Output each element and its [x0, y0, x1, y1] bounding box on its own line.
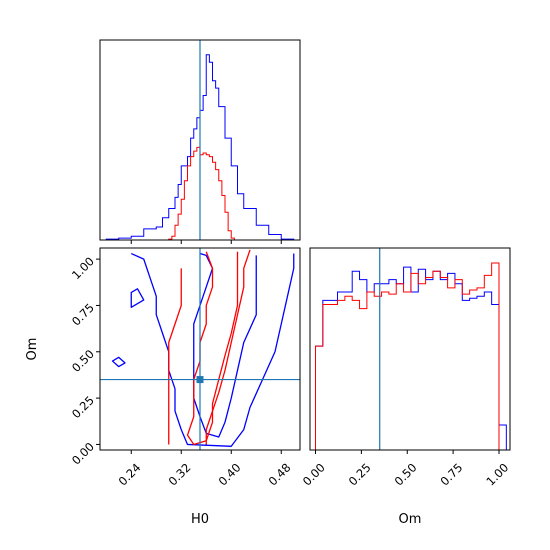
contour-blue-line-3 — [111, 356, 126, 368]
contour-blue-line-2 — [130, 288, 145, 308]
contour-x-tick-label: 0.40 — [216, 460, 244, 488]
hist-om-blue-series — [315, 266, 507, 450]
contour-blue-line-1 — [130, 252, 295, 447]
y-axis-label-om: Om — [25, 338, 40, 361]
contour-x-tick-label: 0.32 — [166, 460, 194, 488]
hist-om-x-tick-label: 1.00 — [483, 460, 511, 488]
contour-y-tick-label: 0.00 — [69, 439, 97, 467]
x-axis-label-h0: H0 — [191, 512, 209, 527]
contour-blue-line-0 — [193, 252, 257, 438]
hist-om-red-series — [315, 262, 500, 450]
contour-red-line-0 — [186, 251, 239, 446]
contour-red-line-1 — [168, 268, 182, 445]
hist-om-x-tick-label: 0.25 — [346, 460, 374, 488]
hist-h0-frame — [99, 39, 301, 241]
hist-om-frame — [309, 247, 511, 451]
contour-red-line-2 — [205, 249, 251, 445]
contour-x-tick-label: 0.48 — [266, 460, 294, 488]
hist-om-panel: 0.00 0.25 0.50 0.75 1.00 Om — [300, 247, 511, 527]
x-axis-label-om: Om — [399, 512, 422, 527]
truth-marker — [196, 376, 204, 384]
hist-om-x-tick-label: 0.75 — [437, 460, 465, 488]
contour-x-tick-label: 0.24 — [116, 460, 144, 488]
contour-frame — [99, 247, 301, 451]
hist-om-x-tick-label: 0.00 — [300, 460, 328, 488]
contour-panel: 0.24 0.32 0.40 0.48 0.00 0.25 0.50 0.75 1.00 H0 Om — [25, 247, 301, 527]
contour-y-tick-label: 0.75 — [69, 300, 97, 328]
hist-h0-red-series — [168, 146, 235, 240]
hist-h0-panel — [99, 39, 301, 244]
contour-y-tick-label: 0.50 — [69, 347, 97, 375]
hist-om-x-tick-label: 0.50 — [392, 460, 420, 488]
contour-y-tick-label: 1.00 — [69, 254, 97, 282]
contour-y-tick-label: 0.25 — [69, 393, 97, 421]
